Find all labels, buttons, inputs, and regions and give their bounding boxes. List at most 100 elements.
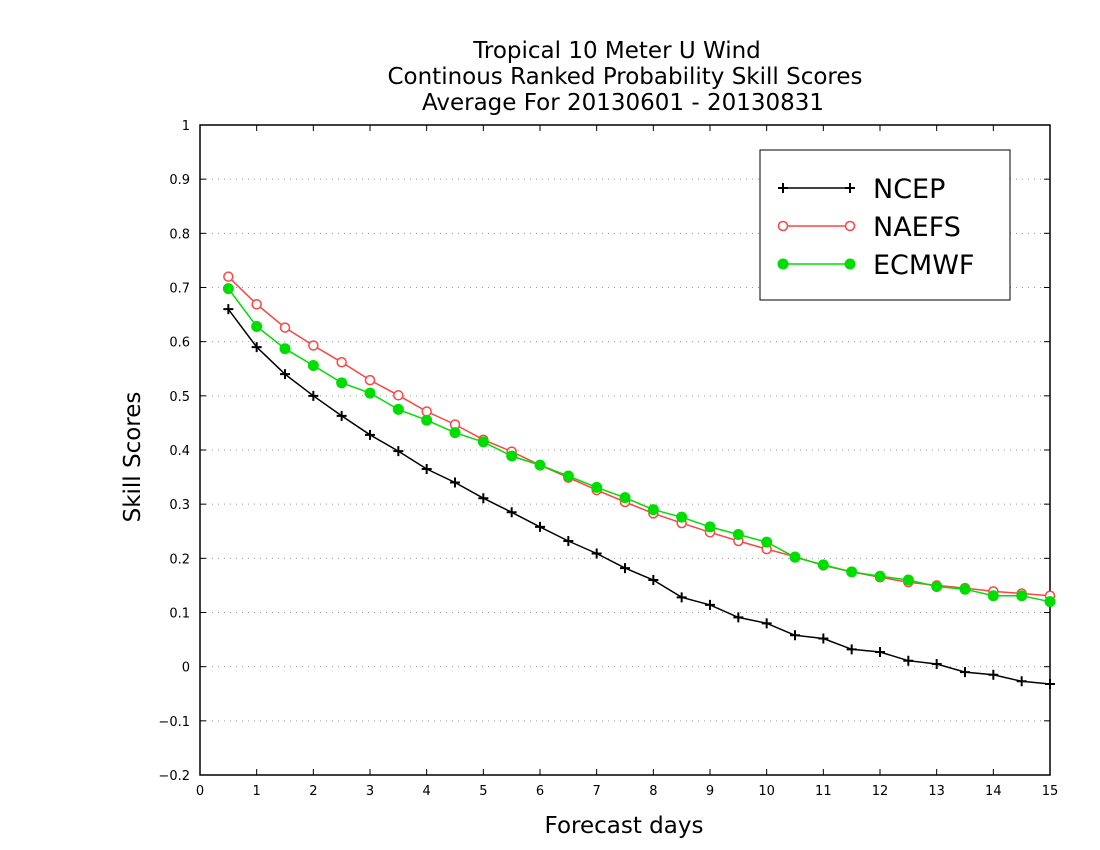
point-ncep — [790, 630, 800, 641]
series-naefs — [223, 271, 1056, 601]
point-naefs — [223, 271, 234, 282]
point-naefs — [393, 390, 404, 401]
point-ncep — [903, 655, 914, 666]
y-axis-ticks: −0.2 −0.1 0 0.1 0.2 0.3 0.4 0.5 0.6 0.7 0.8 0.9 1 — [158, 119, 1050, 784]
y-tick-label: 0.9 — [169, 173, 190, 188]
x-tick-label: 3 — [366, 784, 374, 799]
point-ecmwf — [449, 427, 461, 439]
y-tick-label: 0.8 — [169, 227, 190, 242]
point-ecmwf — [1044, 596, 1056, 608]
point-ncep — [280, 369, 290, 380]
legend-label-ncep: NCEP — [873, 174, 945, 205]
y-tick-label: 0.2 — [169, 552, 190, 567]
point-ecmwf — [1016, 590, 1028, 602]
legend-marker-ncep — [778, 183, 788, 193]
y-tick-label: 0.5 — [169, 390, 190, 405]
point-naefs — [279, 322, 291, 333]
point-ncep — [818, 633, 829, 644]
series-layer — [222, 271, 1056, 689]
legend-marker-ncep — [845, 183, 855, 193]
legend-entry-ecmwf: ECMWF — [777, 250, 974, 281]
point-ecmwf — [591, 481, 603, 493]
point-ecmwf — [761, 536, 773, 548]
point-ecmwf — [307, 360, 319, 371]
point-ecmwf — [364, 387, 376, 399]
point-ecmwf — [789, 551, 801, 563]
y-tick-label: −0.2 — [158, 769, 190, 784]
plot-area-frame — [199, 124, 1051, 776]
x-axis-ticks: 0 1 2 3 4 5 6 7 8 9 10 11 12 13 14 15 — [196, 125, 1058, 799]
legend-marker-naefs — [844, 220, 856, 232]
legend-marker-ecmwf — [777, 258, 789, 270]
point-ncep — [988, 669, 999, 680]
y-tick-label: −0.1 — [158, 715, 190, 730]
point-ecmwf — [987, 590, 999, 602]
x-tick-label: 4 — [423, 784, 431, 799]
x-tick-label: 12 — [872, 784, 889, 799]
point-ecmwf — [336, 377, 348, 389]
point-ncep — [336, 410, 347, 421]
point-naefs — [364, 374, 376, 386]
point-ncep — [1045, 679, 1055, 689]
legend-entry-ncep: NCEP — [778, 174, 945, 205]
legend-entry-naefs: NAEFS — [777, 212, 961, 243]
point-ncep — [591, 548, 602, 559]
point-ecmwf — [562, 470, 574, 482]
point-ncep — [960, 667, 970, 678]
point-ncep — [648, 575, 659, 585]
point-naefs — [308, 340, 319, 351]
point-ncep — [478, 493, 489, 504]
x-tick-label: 8 — [649, 784, 657, 799]
x-tick-label: 7 — [593, 784, 601, 799]
point-ecmwf — [902, 574, 914, 586]
chart-title-line-1: Tropical 10 Meter U Wind — [472, 38, 761, 64]
point-ecmwf — [506, 450, 518, 462]
point-ncep — [223, 304, 234, 315]
point-naefs — [336, 357, 347, 368]
chart-title-line-2: Continous Ranked Probability Skill Score… — [387, 64, 862, 90]
x-tick-label: 6 — [536, 784, 544, 799]
point-ecmwf — [931, 581, 943, 592]
point-ecmwf — [477, 436, 489, 448]
point-ecmwf — [959, 583, 971, 595]
chart-title-line-3: Average For 20130601 - 20130831 — [422, 90, 824, 116]
point-ncep — [676, 592, 687, 603]
point-ecmwf — [817, 559, 829, 571]
point-ecmwf — [222, 283, 234, 295]
point-naefs — [251, 299, 262, 310]
point-ncep — [421, 463, 432, 474]
point-ecmwf — [279, 343, 291, 355]
x-tick-label: 13 — [928, 784, 945, 799]
point-ecmwf — [421, 414, 433, 426]
point-ecmwf — [392, 403, 404, 415]
legend-label-ecmwf: ECMWF — [873, 250, 974, 281]
point-ncep — [875, 647, 885, 658]
point-ecmwf — [534, 459, 546, 471]
legend-marker-ecmwf — [844, 258, 856, 270]
y-axis-title: Skill Scores — [120, 392, 146, 523]
point-ncep — [620, 563, 630, 574]
legend-label-naefs: NAEFS — [873, 212, 961, 243]
point-ncep — [535, 521, 545, 532]
y-tick-label: 0.3 — [169, 498, 190, 513]
point-ncep — [308, 390, 319, 401]
point-ncep — [393, 446, 404, 457]
legend-box — [759, 149, 1011, 301]
point-ncep — [563, 536, 574, 546]
point-ncep — [251, 342, 262, 353]
x-tick-label: 9 — [706, 784, 714, 799]
x-tick-label: 2 — [309, 784, 317, 799]
point-ncep — [506, 507, 517, 518]
chart-title: Tropical 10 Meter U Wind Continous Ranke… — [387, 38, 862, 116]
series-line-ncep — [227, 308, 1051, 685]
point-ncep — [761, 618, 772, 629]
y-tick-label: 0 — [182, 661, 190, 676]
y-tick-label: 0.7 — [169, 282, 190, 297]
y-tick-label: 0.6 — [169, 336, 190, 351]
x-tick-label: 0 — [196, 784, 204, 799]
y-tick-label: 0.1 — [169, 607, 190, 622]
series-line-ecmwf — [227, 288, 1051, 603]
x-tick-label: 11 — [815, 784, 832, 799]
point-ncep — [1016, 676, 1027, 687]
